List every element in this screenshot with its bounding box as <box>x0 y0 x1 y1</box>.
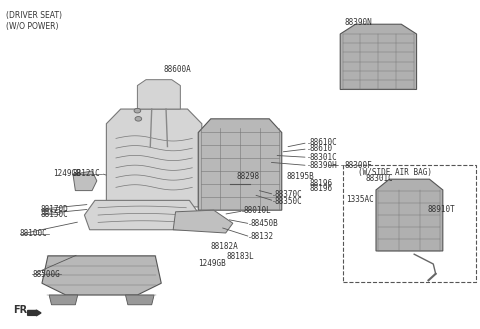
FancyArrow shape <box>28 310 41 316</box>
Text: 88300F: 88300F <box>344 161 372 170</box>
Text: 88301C: 88301C <box>309 153 337 162</box>
Text: 1335AC: 1335AC <box>346 195 374 204</box>
Text: 88910T: 88910T <box>428 205 456 214</box>
Text: 88610: 88610 <box>309 144 332 153</box>
Text: 88600A: 88600A <box>164 65 192 74</box>
Text: 88132: 88132 <box>251 232 274 241</box>
Text: 1249GB: 1249GB <box>53 169 81 178</box>
Text: 88150C: 88150C <box>40 210 68 218</box>
Polygon shape <box>49 295 78 305</box>
Text: 88100C: 88100C <box>20 230 47 239</box>
Text: 88182A: 88182A <box>210 242 238 251</box>
Text: 88196: 88196 <box>309 179 332 188</box>
Text: 88301C: 88301C <box>365 174 393 183</box>
Polygon shape <box>84 200 200 230</box>
Text: 88390N: 88390N <box>345 18 373 27</box>
Text: FR: FR <box>13 305 27 315</box>
Polygon shape <box>137 80 180 109</box>
Text: 1249GB: 1249GB <box>199 259 226 267</box>
Text: 88196: 88196 <box>309 184 332 193</box>
Text: 88390H: 88390H <box>309 161 337 170</box>
Text: 88121C: 88121C <box>73 169 101 178</box>
Text: (DRIVER SEAT)
(W/O POWER): (DRIVER SEAT) (W/O POWER) <box>6 11 62 31</box>
Circle shape <box>134 108 141 113</box>
Text: 88183L: 88183L <box>227 252 254 261</box>
Text: 88350C: 88350C <box>275 196 302 206</box>
Polygon shape <box>376 179 443 251</box>
Bar <box>343 164 476 282</box>
Polygon shape <box>73 171 97 190</box>
Polygon shape <box>107 109 202 207</box>
Polygon shape <box>340 24 417 89</box>
Text: 88195B: 88195B <box>287 172 314 181</box>
Polygon shape <box>125 295 154 305</box>
Text: 88010L: 88010L <box>244 206 272 215</box>
Text: 88298: 88298 <box>237 172 260 181</box>
Polygon shape <box>173 210 233 233</box>
Text: 88500G: 88500G <box>33 270 60 279</box>
Text: 88450B: 88450B <box>251 219 278 228</box>
Polygon shape <box>42 256 161 295</box>
Circle shape <box>135 116 142 121</box>
Polygon shape <box>198 119 282 210</box>
Text: 88610C: 88610C <box>309 138 337 147</box>
Text: (W/SIDE AIR BAG): (W/SIDE AIR BAG) <box>359 168 432 177</box>
Text: 88370C: 88370C <box>275 190 302 199</box>
Text: 88170D: 88170D <box>40 205 68 214</box>
